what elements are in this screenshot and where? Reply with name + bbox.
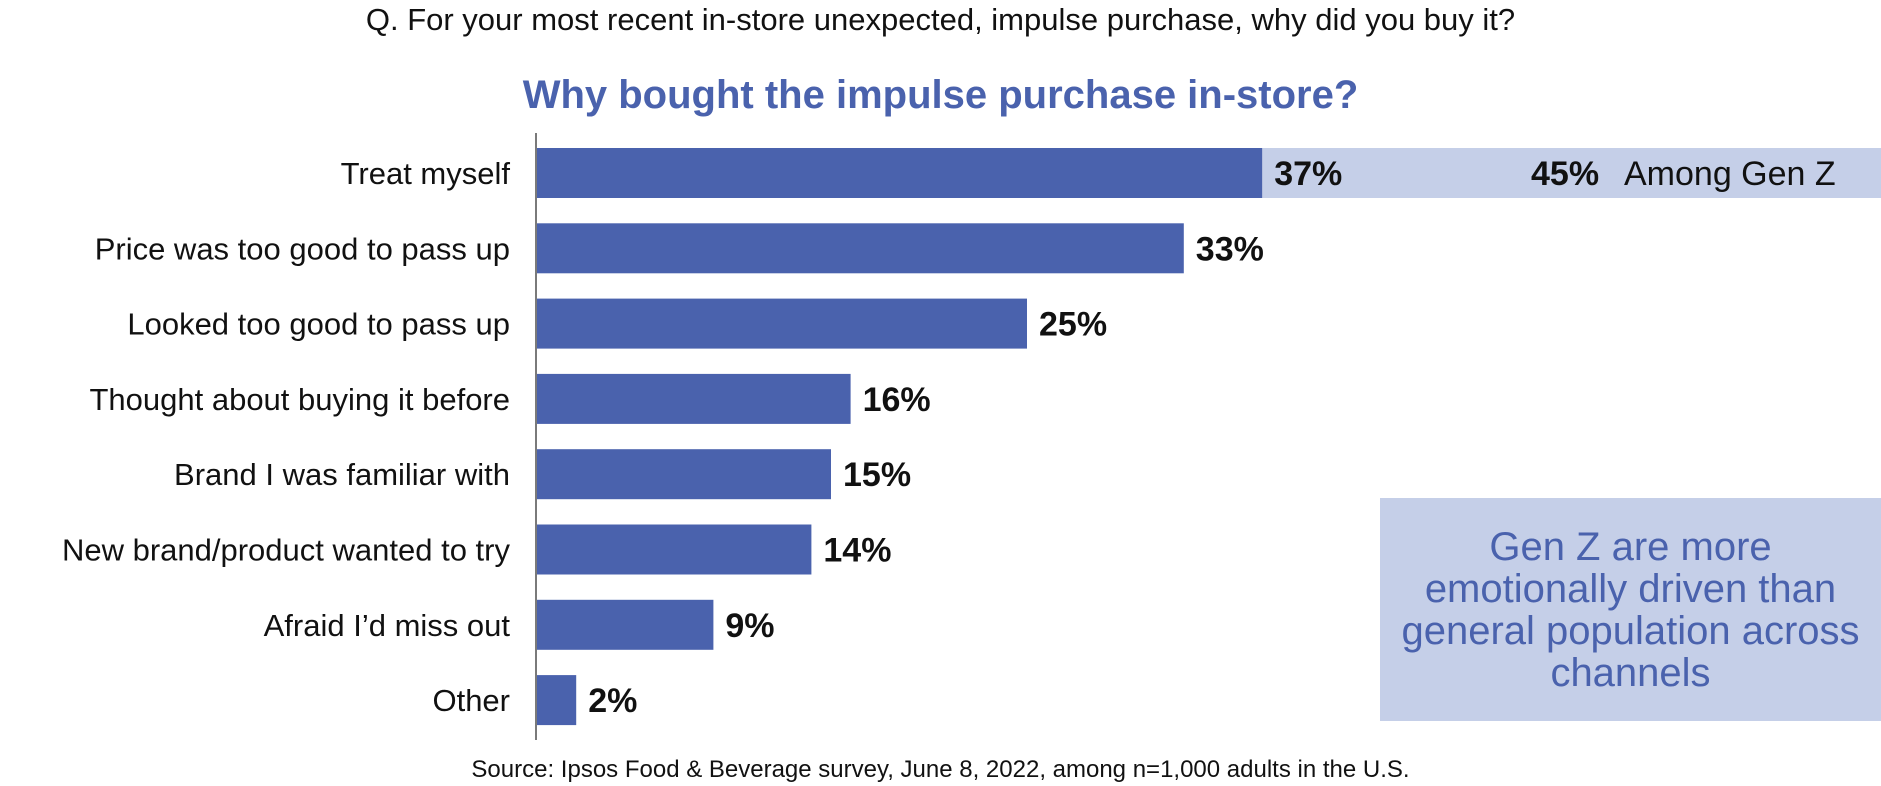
category-label-new-brand-product-wanted-to-try: New brand/product wanted to try <box>62 533 511 568</box>
category-label-looked-too-good-to-pass-up: Looked too good to pass up <box>127 307 510 342</box>
value-label-afraid-i-d-miss-out: 9% <box>725 607 774 645</box>
bar-looked-too-good-to-pass-up <box>537 298 1027 349</box>
category-label-thought-about-buying-it-before: Thought about buying it before <box>89 382 510 417</box>
value-label-brand-i-was-familiar-with: 15% <box>843 456 911 494</box>
gen-z-annotation-text: Among Gen Z <box>1624 155 1836 193</box>
value-label-price-was-too-good-to-pass-up: 33% <box>1196 230 1264 268</box>
value-label-new-brand-product-wanted-to-try: 14% <box>823 532 891 570</box>
category-label-afraid-i-d-miss-out: Afraid I’d miss out <box>264 608 511 643</box>
gen-z-value-label: 45% <box>1531 155 1599 193</box>
bar-brand-i-was-familiar-with <box>537 449 831 500</box>
survey-question: Q. For your most recent in-store unexpec… <box>365 2 1516 37</box>
category-label-treat-myself: Treat myself <box>341 156 511 191</box>
source-note: Source: Ipsos Food & Beverage survey, Ju… <box>471 756 1410 783</box>
category-label-other: Other <box>432 683 510 718</box>
category-label-brand-i-was-familiar-with: Brand I was familiar with <box>174 457 510 492</box>
bar-price-was-too-good-to-pass-up <box>537 223 1184 274</box>
chart-title: Why bought the impulse purchase in-store… <box>522 73 1359 117</box>
bar-afraid-i-d-miss-out <box>537 599 714 650</box>
bar-treat-myself <box>537 148 1263 198</box>
gen-z-highlight-band <box>1262 148 1881 198</box>
gen-z-callout-box: Gen Z are more emotionally driven than g… <box>1380 498 1881 721</box>
bar-thought-about-buying-it-before <box>537 373 851 424</box>
value-label-treat-myself: 37% <box>1274 155 1342 193</box>
category-label-price-was-too-good-to-pass-up: Price was too good to pass up <box>95 231 510 266</box>
bar-new-brand-product-wanted-to-try <box>537 524 812 575</box>
value-label-looked-too-good-to-pass-up: 25% <box>1039 306 1107 344</box>
gen-z-callout-text: Gen Z are more emotionally driven than g… <box>1401 524 1860 695</box>
value-label-thought-about-buying-it-before: 16% <box>863 381 931 419</box>
bar-other <box>537 675 577 726</box>
value-label-other: 2% <box>588 682 637 720</box>
